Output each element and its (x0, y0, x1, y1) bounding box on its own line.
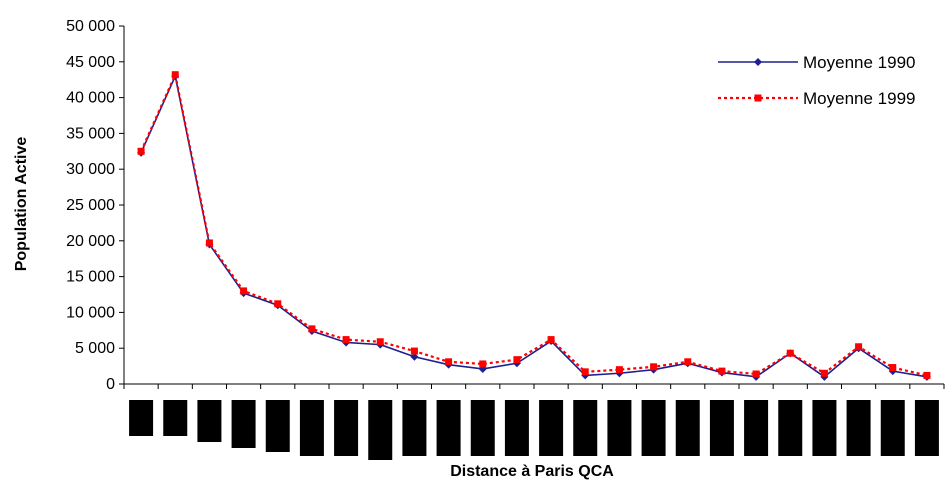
redacted-x-tick-label (197, 400, 222, 442)
redacted-x-tick-label (129, 400, 154, 436)
data-point (274, 300, 282, 308)
data-point (342, 336, 350, 344)
data-point (410, 347, 418, 355)
y-tick-label: 50 000 (66, 18, 115, 35)
redacted-x-tick-label (368, 400, 393, 460)
y-tick-label: 30 000 (66, 161, 115, 178)
data-point (650, 363, 658, 371)
legend-label: Moyenne 1999 (803, 89, 915, 108)
redacted-x-tick-label (504, 400, 529, 456)
series-layer (137, 71, 931, 381)
redacted-x-tick-label (334, 400, 359, 456)
data-point (615, 366, 623, 374)
data-point (137, 147, 145, 155)
legend-item: Moyenne 1990 (718, 53, 915, 72)
data-point (820, 369, 828, 377)
data-point (581, 368, 589, 376)
y-tick-label: 5 000 (75, 340, 115, 357)
redacted-x-tick-label (709, 400, 734, 456)
y-tick-label: 25 000 (66, 197, 115, 214)
redacted-x-tick-label (914, 400, 939, 456)
redacted-x-tick-label (778, 400, 803, 456)
legend-marker (754, 58, 762, 66)
redacted-x-tick-label (163, 400, 188, 436)
data-point (308, 325, 316, 333)
data-point (513, 356, 521, 364)
series-1 (137, 71, 931, 379)
data-point (684, 358, 692, 366)
y-tick-label: 20 000 (66, 233, 115, 250)
series-line (140, 71, 928, 377)
redacted-x-tick-label (470, 400, 495, 456)
data-point (445, 358, 453, 366)
redacted-x-tick-label (812, 400, 837, 456)
y-tick-label: 10 000 (66, 304, 115, 321)
y-tick-label: 15 000 (66, 269, 115, 286)
redacted-x-tick-label (539, 400, 564, 456)
y-tick-label: 40 000 (66, 90, 115, 107)
data-point (205, 239, 213, 247)
series-line (140, 73, 928, 378)
redacted-x-tick-label (436, 400, 461, 456)
legend: Moyenne 1990 Moyenne 1999 (718, 53, 915, 108)
data-point (752, 370, 760, 378)
data-point (889, 364, 897, 372)
data-point (855, 343, 863, 351)
data-point (479, 360, 487, 368)
y-tick-label: 35 000 (66, 125, 115, 142)
data-point (718, 367, 726, 375)
redacted-x-tick-label (846, 400, 871, 456)
redacted-x-tick-label (299, 400, 324, 456)
redacted-x-tick-label (231, 400, 256, 448)
legend-marker (754, 94, 762, 102)
redacted-x-tick-label (641, 400, 666, 456)
y-axis: 0 5 000 10 000 15 000 20 000 25 000 30 000 35 0… (66, 18, 125, 393)
series-0 (137, 72, 931, 381)
data-point (240, 287, 248, 295)
data-point (376, 338, 384, 346)
redacted-x-tick-label (607, 400, 632, 456)
redacted-x-tick-label (402, 400, 427, 456)
x-axis-title: Distance à Paris QCA (450, 463, 614, 480)
redacted-x-tick-label (880, 400, 905, 456)
redacted-x-tick-label (265, 400, 290, 452)
redacted-x-tick-label (744, 400, 769, 456)
x-axis (123, 383, 945, 389)
y-tick-label: 0 (106, 376, 115, 393)
legend-label: Moyenne 1990 (803, 53, 915, 72)
legend-item: Moyenne 1999 (718, 89, 915, 108)
x-tick-labels-redacted (129, 400, 939, 460)
data-point (786, 349, 794, 357)
data-point (547, 336, 555, 344)
y-axis-title: Population Active (13, 137, 30, 272)
data-point (171, 71, 179, 79)
redacted-x-tick-label (573, 400, 598, 456)
y-tick-label: 45 000 (66, 54, 115, 71)
redacted-x-tick-label (675, 400, 700, 456)
data-point (923, 371, 931, 379)
data-point (410, 352, 419, 361)
